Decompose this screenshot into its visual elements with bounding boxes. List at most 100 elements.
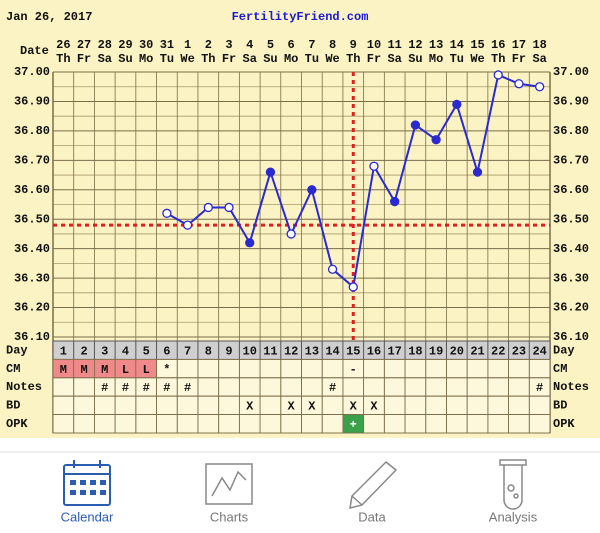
- weekday-label: We: [470, 52, 484, 66]
- day-number: 13: [305, 344, 319, 358]
- weekday-label: Th: [491, 52, 505, 66]
- nav-label[interactable]: Charts: [210, 509, 249, 524]
- day-number: 20: [450, 344, 464, 358]
- weekday-label: We: [325, 52, 339, 66]
- date-label: 2: [205, 38, 212, 52]
- cell-text: L: [143, 363, 150, 377]
- date-label: 12: [408, 38, 422, 52]
- row-label: CM: [6, 362, 20, 376]
- date-label: 17: [512, 38, 526, 52]
- date-label: 29: [118, 38, 132, 52]
- day-row-label-right: Day: [553, 343, 575, 357]
- temperature-point: [307, 185, 317, 195]
- weekday-label: Tu: [160, 52, 174, 66]
- day-number: 19: [429, 344, 443, 358]
- temperature-point-open: [369, 161, 379, 171]
- cell-text: #: [184, 381, 191, 395]
- temperature-point: [472, 167, 483, 177]
- site-name: FertilityFriend.com: [232, 10, 369, 24]
- date-label: Date: [20, 44, 49, 58]
- temperature-point-open: [493, 70, 503, 80]
- temperature-point-open: [286, 229, 296, 239]
- day-number: 1: [60, 344, 67, 358]
- weekday-label: Th: [201, 52, 215, 66]
- y-tick-label: 36.80: [14, 124, 50, 138]
- row-label: Notes: [6, 380, 42, 394]
- table-cell: [528, 414, 551, 434]
- y-tick-label-right: 36.90: [553, 95, 589, 109]
- day-number: 23: [512, 344, 526, 358]
- cell-text: X: [288, 400, 296, 414]
- temperature-point-open: [203, 202, 213, 213]
- day-number: 21: [470, 344, 484, 358]
- day-number: 24: [532, 344, 546, 358]
- cell-text: L: [122, 363, 129, 377]
- nav-label[interactable]: Calendar: [61, 509, 114, 524]
- weekday-label: Fr: [222, 52, 236, 66]
- date-label: 1: [184, 38, 191, 52]
- weekday-label: Fr: [512, 52, 526, 66]
- temperature-point-open: [327, 264, 338, 274]
- day-number: 7: [184, 344, 191, 358]
- weekday-label: Su: [263, 52, 277, 66]
- y-tick-label: 36.10: [14, 330, 50, 344]
- cell-text: #: [143, 381, 150, 395]
- y-tick-label-right: 37.00: [553, 65, 589, 79]
- temperature-point: [410, 120, 421, 130]
- y-tick-label: 36.30: [14, 271, 50, 285]
- cell-text: #: [163, 381, 170, 395]
- y-tick-label-right: 36.10: [553, 330, 589, 344]
- day-number: 12: [284, 344, 298, 358]
- day-number: 14: [325, 344, 339, 358]
- date-label: 31: [160, 38, 174, 52]
- day-number: 17: [387, 344, 401, 358]
- y-tick-label-right: 36.20: [553, 301, 589, 315]
- day-row-label: Day: [6, 343, 28, 357]
- date-label: 11: [387, 38, 401, 52]
- date-label: 16: [491, 38, 505, 52]
- temperature-point: [245, 238, 255, 248]
- chart-date: Jan 26, 2017: [6, 10, 92, 24]
- date-label: 13: [429, 38, 443, 52]
- weekday-label: Sa: [532, 52, 546, 66]
- y-tick-label-right: 36.80: [553, 124, 589, 138]
- cell-text: *: [163, 363, 170, 377]
- weekday-label: Mo: [139, 52, 153, 66]
- y-tick-label: 37.00: [14, 65, 50, 79]
- day-number: 16: [367, 344, 381, 358]
- date-label: 4: [246, 38, 253, 52]
- grid: 36.10 36.10 36.20 36.20 36.30 36.30 36.40 36.40…: [14, 38, 589, 433]
- date-label: 27: [77, 38, 91, 52]
- day-number: 4: [122, 344, 129, 358]
- temperature-point-open: [162, 208, 172, 218]
- nav-label[interactable]: Data: [358, 509, 386, 524]
- cell-text: X: [350, 400, 358, 414]
- date-label: 5: [267, 38, 274, 52]
- weekday-label: Tu: [305, 52, 319, 66]
- temperature-point-open: [348, 282, 358, 292]
- weekday-label: Th: [346, 52, 360, 66]
- day-number: 10: [243, 344, 257, 358]
- y-tick-label: 36.20: [14, 301, 50, 315]
- y-tick-label-right: 36.30: [553, 271, 589, 285]
- row-label-right: Notes: [553, 380, 589, 394]
- data-icon[interactable]: [349, 460, 398, 510]
- nav-bar: Calendar Charts Data Analysis: [61, 509, 538, 524]
- weekday-label: Su: [118, 52, 132, 66]
- data: [53, 70, 550, 341]
- analysis-icon[interactable]: [499, 459, 527, 510]
- y-tick-label-right: 36.60: [553, 183, 589, 197]
- day-number: 18: [408, 344, 422, 358]
- temperature-point: [390, 196, 400, 207]
- day-number: 15: [346, 344, 360, 358]
- nav-label[interactable]: Analysis: [489, 509, 538, 524]
- calendar-icon[interactable]: [63, 460, 111, 506]
- row-label-right: CM: [553, 362, 567, 376]
- y-tick-label: 36.50: [14, 212, 50, 226]
- day-number: 8: [205, 344, 212, 358]
- y-tick-label-right: 36.40: [553, 242, 589, 256]
- y-tick-label-right: 36.70: [553, 154, 589, 168]
- charts-icon[interactable]: [205, 463, 253, 505]
